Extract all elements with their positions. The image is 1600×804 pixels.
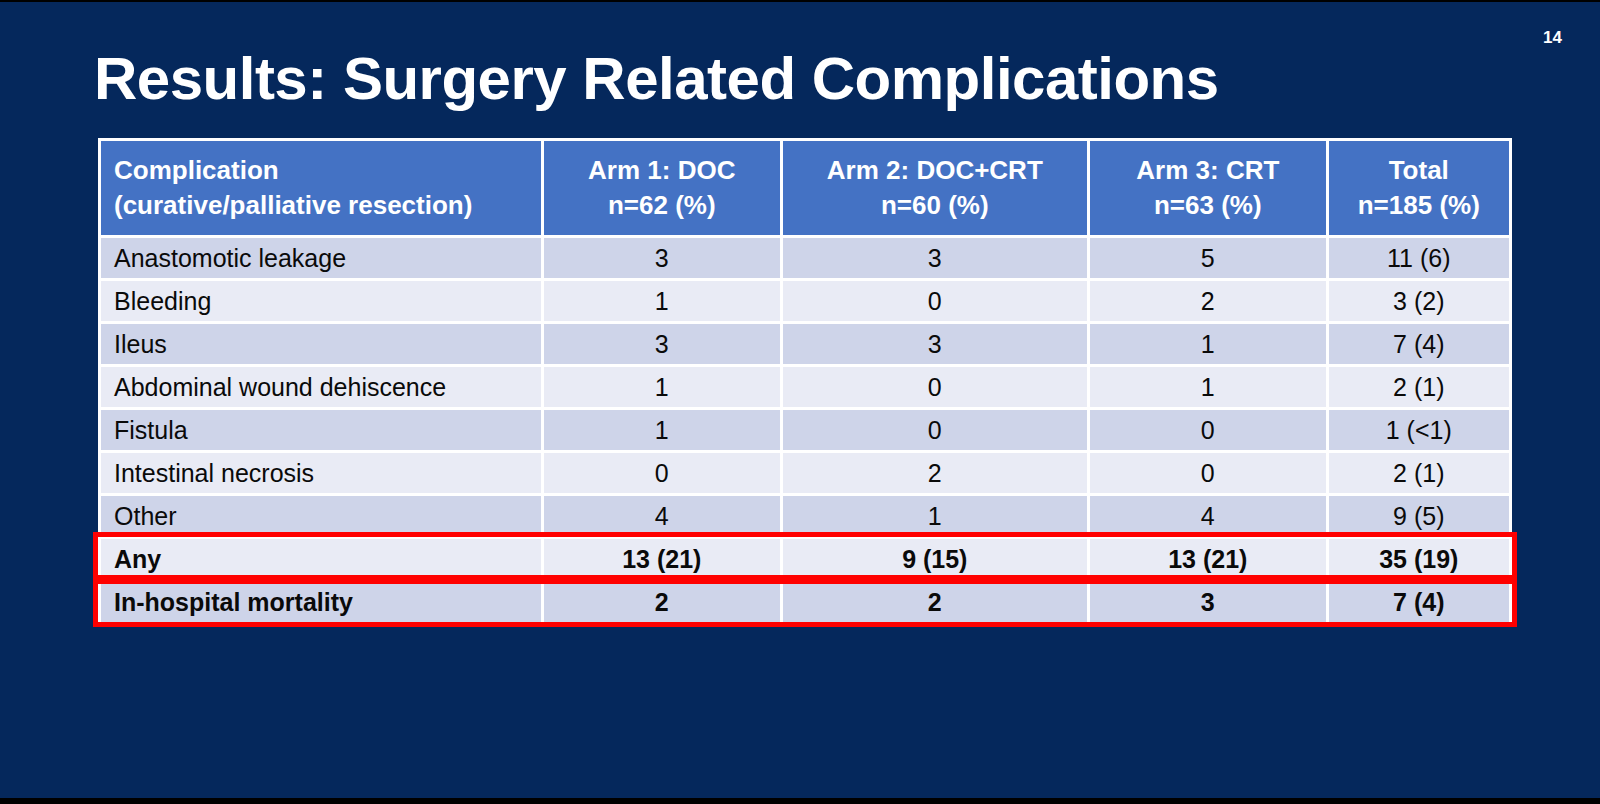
cell-value: 0 xyxy=(781,366,1089,409)
cell-value: 3 xyxy=(781,323,1089,366)
row-label: Fistula xyxy=(100,409,543,452)
cell-value: 13 (21) xyxy=(1089,538,1327,581)
column-header: Arm 1: DOC n=62 (%) xyxy=(543,140,781,237)
table-header: Complication (curative/palliative resect… xyxy=(100,140,1511,237)
complications-table-wrap: Complication (curative/palliative resect… xyxy=(98,138,1512,625)
cell-value: 3 (2) xyxy=(1327,280,1510,323)
cell-value: 0 xyxy=(543,452,781,495)
cell-value: 13 (21) xyxy=(543,538,781,581)
cell-value: 2 (1) xyxy=(1327,452,1510,495)
cell-value: 5 xyxy=(1089,237,1327,280)
cell-value: 2 xyxy=(543,581,781,624)
row-label: Ileus xyxy=(100,323,543,366)
cell-value: 3 xyxy=(1089,581,1327,624)
table-row: Any13 (21)9 (15)13 (21)35 (19) xyxy=(100,538,1511,581)
cell-value: 2 xyxy=(781,452,1089,495)
cell-value: 2 (1) xyxy=(1327,366,1510,409)
cell-value: 1 (<1) xyxy=(1327,409,1510,452)
header-row: Complication (curative/palliative resect… xyxy=(100,140,1511,237)
slide: 14 Results: Surgery Related Complication… xyxy=(0,0,1600,804)
slide-title: Results: Surgery Related Complications xyxy=(94,44,1219,113)
table-row: In-hospital mortality2237 (4) xyxy=(100,581,1511,624)
table-row: Abdominal wound dehiscence1012 (1) xyxy=(100,366,1511,409)
cell-value: 0 xyxy=(781,409,1089,452)
row-label: Any xyxy=(100,538,543,581)
top-edge-bar xyxy=(0,0,1600,2)
cell-value: 4 xyxy=(543,495,781,538)
cell-value: 3 xyxy=(781,237,1089,280)
cell-value: 1 xyxy=(543,366,781,409)
row-label: Other xyxy=(100,495,543,538)
column-header: Complication (curative/palliative resect… xyxy=(100,140,543,237)
cell-value: 1 xyxy=(543,280,781,323)
table-row: Anastomotic leakage33511 (6) xyxy=(100,237,1511,280)
cell-value: 3 xyxy=(543,323,781,366)
row-label: Intestinal necrosis xyxy=(100,452,543,495)
cell-value: 2 xyxy=(781,581,1089,624)
column-header: Arm 3: CRT n=63 (%) xyxy=(1089,140,1327,237)
cell-value: 0 xyxy=(781,280,1089,323)
cell-value: 4 xyxy=(1089,495,1327,538)
table-row: Bleeding1023 (2) xyxy=(100,280,1511,323)
complications-table: Complication (curative/palliative resect… xyxy=(98,138,1512,625)
cell-value: 7 (4) xyxy=(1327,581,1510,624)
row-label: Abdominal wound dehiscence xyxy=(100,366,543,409)
cell-value: 1 xyxy=(1089,366,1327,409)
cell-value: 1 xyxy=(543,409,781,452)
cell-value: 0 xyxy=(1089,409,1327,452)
cell-value: 1 xyxy=(1089,323,1327,366)
cell-value: 2 xyxy=(1089,280,1327,323)
bottom-edge-bar xyxy=(0,798,1600,804)
cell-value: 35 (19) xyxy=(1327,538,1510,581)
table-row: Intestinal necrosis0202 (1) xyxy=(100,452,1511,495)
cell-value: 9 (5) xyxy=(1327,495,1510,538)
column-header: Arm 2: DOC+CRT n=60 (%) xyxy=(781,140,1089,237)
cell-value: 11 (6) xyxy=(1327,237,1510,280)
cell-value: 1 xyxy=(781,495,1089,538)
column-header: Total n=185 (%) xyxy=(1327,140,1510,237)
row-label: Anastomotic leakage xyxy=(100,237,543,280)
row-label: Bleeding xyxy=(100,280,543,323)
table-body: Anastomotic leakage33511 (6)Bleeding1023… xyxy=(100,237,1511,624)
table-row: Ileus3317 (4) xyxy=(100,323,1511,366)
cell-value: 0 xyxy=(1089,452,1327,495)
row-label: In-hospital mortality xyxy=(100,581,543,624)
table-row: Fistula1001 (<1) xyxy=(100,409,1511,452)
table-row: Other4149 (5) xyxy=(100,495,1511,538)
page-number: 14 xyxy=(1543,28,1562,48)
cell-value: 7 (4) xyxy=(1327,323,1510,366)
cell-value: 9 (15) xyxy=(781,538,1089,581)
cell-value: 3 xyxy=(543,237,781,280)
